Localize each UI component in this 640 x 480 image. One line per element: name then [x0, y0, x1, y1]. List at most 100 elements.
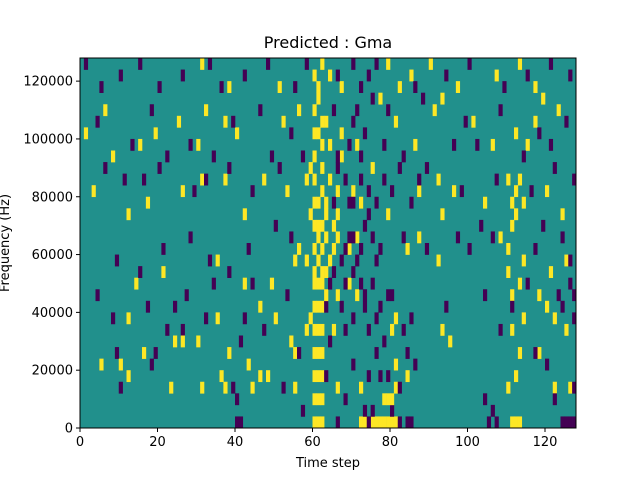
y-tick-label: 80000 [32, 190, 73, 205]
heatmap-cell [242, 277, 247, 290]
heatmap-cell [335, 208, 340, 221]
heatmap-cell [401, 231, 406, 244]
heatmap-cell [417, 231, 422, 244]
heatmap-cell [227, 81, 232, 93]
heatmap-cell [351, 58, 356, 70]
heatmap-cell [409, 196, 414, 209]
heatmap-cell [537, 127, 542, 140]
heatmap-cell [231, 115, 236, 128]
heatmap-cell [312, 196, 317, 209]
heatmap-cell [312, 277, 317, 290]
heatmap-cell [370, 416, 375, 429]
heatmap-cell [281, 381, 286, 394]
heatmap-cell [374, 312, 379, 325]
heatmap-cell [289, 335, 294, 348]
heatmap-cell [440, 208, 445, 221]
heatmap-cell [545, 300, 550, 313]
heatmap-cell [533, 115, 538, 128]
heatmap-cell [180, 323, 185, 336]
heatmap-cell [320, 162, 325, 174]
heatmap-cell [335, 69, 340, 82]
x-axis-label: Time step [295, 456, 360, 471]
heatmap-cell [312, 173, 317, 186]
heatmap-cell [347, 138, 352, 151]
heatmap-cell [126, 208, 131, 221]
heatmap-cell [339, 150, 344, 163]
heatmap-cell [91, 185, 96, 198]
heatmap-cell [351, 266, 356, 278]
heatmap-cell [266, 370, 271, 383]
heatmap-cell [312, 347, 317, 359]
heatmap-cell [351, 185, 356, 198]
heatmap-cell [339, 300, 344, 313]
heatmap-cell [479, 219, 484, 232]
heatmap-cell [572, 289, 577, 302]
heatmap-cell [111, 312, 116, 325]
x-tick-label: 60 [304, 435, 321, 450]
heatmap-cell [312, 266, 317, 278]
heatmap-cell [83, 58, 89, 70]
heatmap-cell [390, 323, 395, 336]
heatmap-cell [382, 335, 387, 348]
heatmap-cell [355, 289, 360, 302]
heatmap-cell [517, 277, 523, 290]
heatmap-cell [483, 393, 488, 406]
heatmap-cell [444, 69, 449, 82]
heatmap-cell [312, 127, 317, 140]
heatmap-cell [548, 138, 554, 151]
heatmap-cell [157, 162, 162, 174]
heatmap-cell [312, 323, 317, 336]
heatmap-cell [320, 115, 325, 128]
heatmap-cell [564, 254, 569, 267]
heatmap-cell [200, 58, 205, 70]
heatmap-cell [304, 58, 309, 70]
heatmap-cell [572, 173, 577, 186]
heatmap-cell [289, 127, 294, 140]
heatmap-cell [320, 393, 325, 406]
heatmap-cell [188, 231, 193, 244]
heatmap-cell [362, 300, 368, 313]
heatmap-cell [486, 416, 492, 429]
heatmap-cell [386, 104, 391, 117]
heatmap-cell [494, 69, 499, 82]
heatmap-cell [560, 300, 565, 313]
heatmap-cell [397, 381, 402, 394]
heatmap-cell [180, 185, 185, 198]
heatmap-cell [173, 335, 178, 348]
heatmap-cell [463, 115, 468, 128]
heatmap-cell [386, 58, 391, 70]
y-tick-label: 40000 [32, 306, 73, 321]
heatmap-cell [293, 347, 298, 359]
heatmap-cell [452, 185, 457, 198]
heatmap-cell [324, 370, 329, 383]
heatmap-cell [386, 289, 391, 302]
heatmap-cell [324, 196, 329, 209]
heatmap-cell [440, 323, 445, 336]
heatmap-cell [99, 81, 104, 93]
heatmap-cell [359, 243, 364, 255]
heatmap-cell [417, 185, 422, 198]
heatmap-cell [103, 162, 108, 174]
y-tick-label: 60000 [32, 248, 73, 263]
heatmap-cell [142, 347, 147, 359]
heatmap-cell [223, 173, 228, 186]
heatmap-cell [390, 393, 395, 406]
heatmap-cell [320, 300, 325, 313]
heatmap-cell [215, 254, 220, 267]
y-tick-label: 20000 [32, 364, 73, 379]
heatmap-cell [378, 300, 383, 313]
x-tick-label: 20 [149, 435, 166, 450]
heatmap-cell [258, 300, 263, 313]
x-tick-label: 120 [533, 435, 558, 450]
heatmap-cell [359, 150, 364, 163]
x-tick-label: 0 [76, 435, 84, 450]
heatmap-cell [362, 219, 368, 232]
heatmap-cell [328, 254, 333, 267]
heatmap-cell [390, 185, 395, 198]
heatmap-cell [370, 404, 375, 417]
heatmap-cell [393, 381, 399, 394]
heatmap-cell [366, 69, 371, 82]
heatmap-cell [180, 335, 185, 348]
heatmap-cell [393, 115, 399, 128]
heatmap-cell [223, 115, 228, 128]
